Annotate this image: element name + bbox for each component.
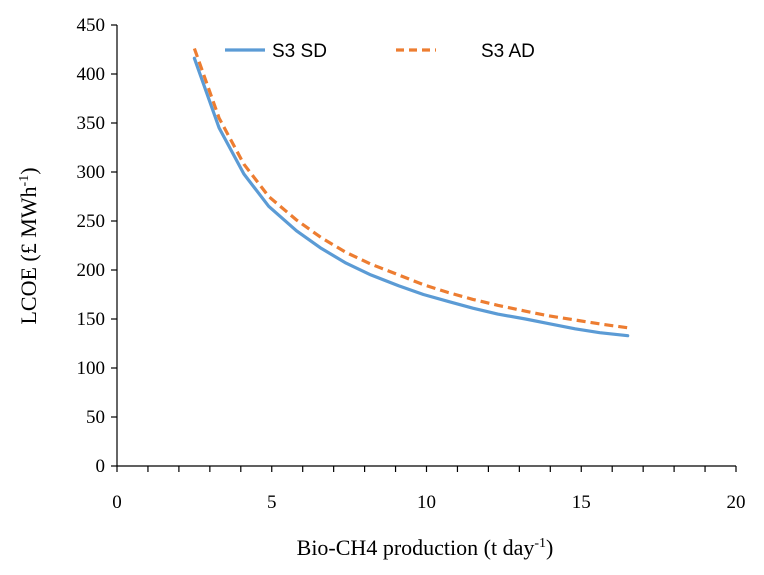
legend: S3 SD S3 AD <box>225 41 535 62</box>
y-tick-label: 0 <box>96 456 106 477</box>
y-tick-label: 400 <box>77 64 106 85</box>
y-axis-title-end: ) <box>16 167 41 174</box>
x-tick-label: 5 <box>267 492 277 513</box>
y-tick-label: 150 <box>77 309 106 330</box>
x-tick-label: 20 <box>727 492 746 513</box>
x-tick-label: 15 <box>572 492 591 513</box>
x-tick-label: 10 <box>417 492 436 513</box>
axes: 0 50 100 150 200 250 300 350 400 450 0 5 10 15 20 <box>77 15 746 513</box>
y-axis-title-main: LCOE (£ MWh <box>16 186 41 324</box>
x-axis-title-sup: -1 <box>534 536 546 551</box>
y-tick-label: 200 <box>77 260 106 281</box>
y-tick-label: 50 <box>86 407 105 428</box>
x-axis-title-main: Bio-CH4 production (t day <box>297 535 535 560</box>
y-tick-label: 350 <box>77 113 106 134</box>
series-line-s3-sd <box>192 56 630 338</box>
y-axis-title-sup: -1 <box>17 175 32 187</box>
x-axis-title: Bio-CH4 production (t day-1) <box>297 535 554 560</box>
y-axis-title: LCOE (£ MWh-1) <box>16 167 41 324</box>
y-tick-label: 250 <box>77 211 106 232</box>
y-tick-label: 450 <box>77 15 106 36</box>
y-tick-label: 300 <box>77 162 106 183</box>
series-line-s3-ad <box>192 47 628 330</box>
legend-label-s3-ad: S3 AD <box>481 41 535 62</box>
legend-label-s3-sd: S3 SD <box>272 41 327 62</box>
series-layer <box>192 47 630 338</box>
y-tick-label: 100 <box>77 358 106 379</box>
x-tick-label: 0 <box>112 492 122 513</box>
x-axis-title-end: ) <box>546 535 553 560</box>
